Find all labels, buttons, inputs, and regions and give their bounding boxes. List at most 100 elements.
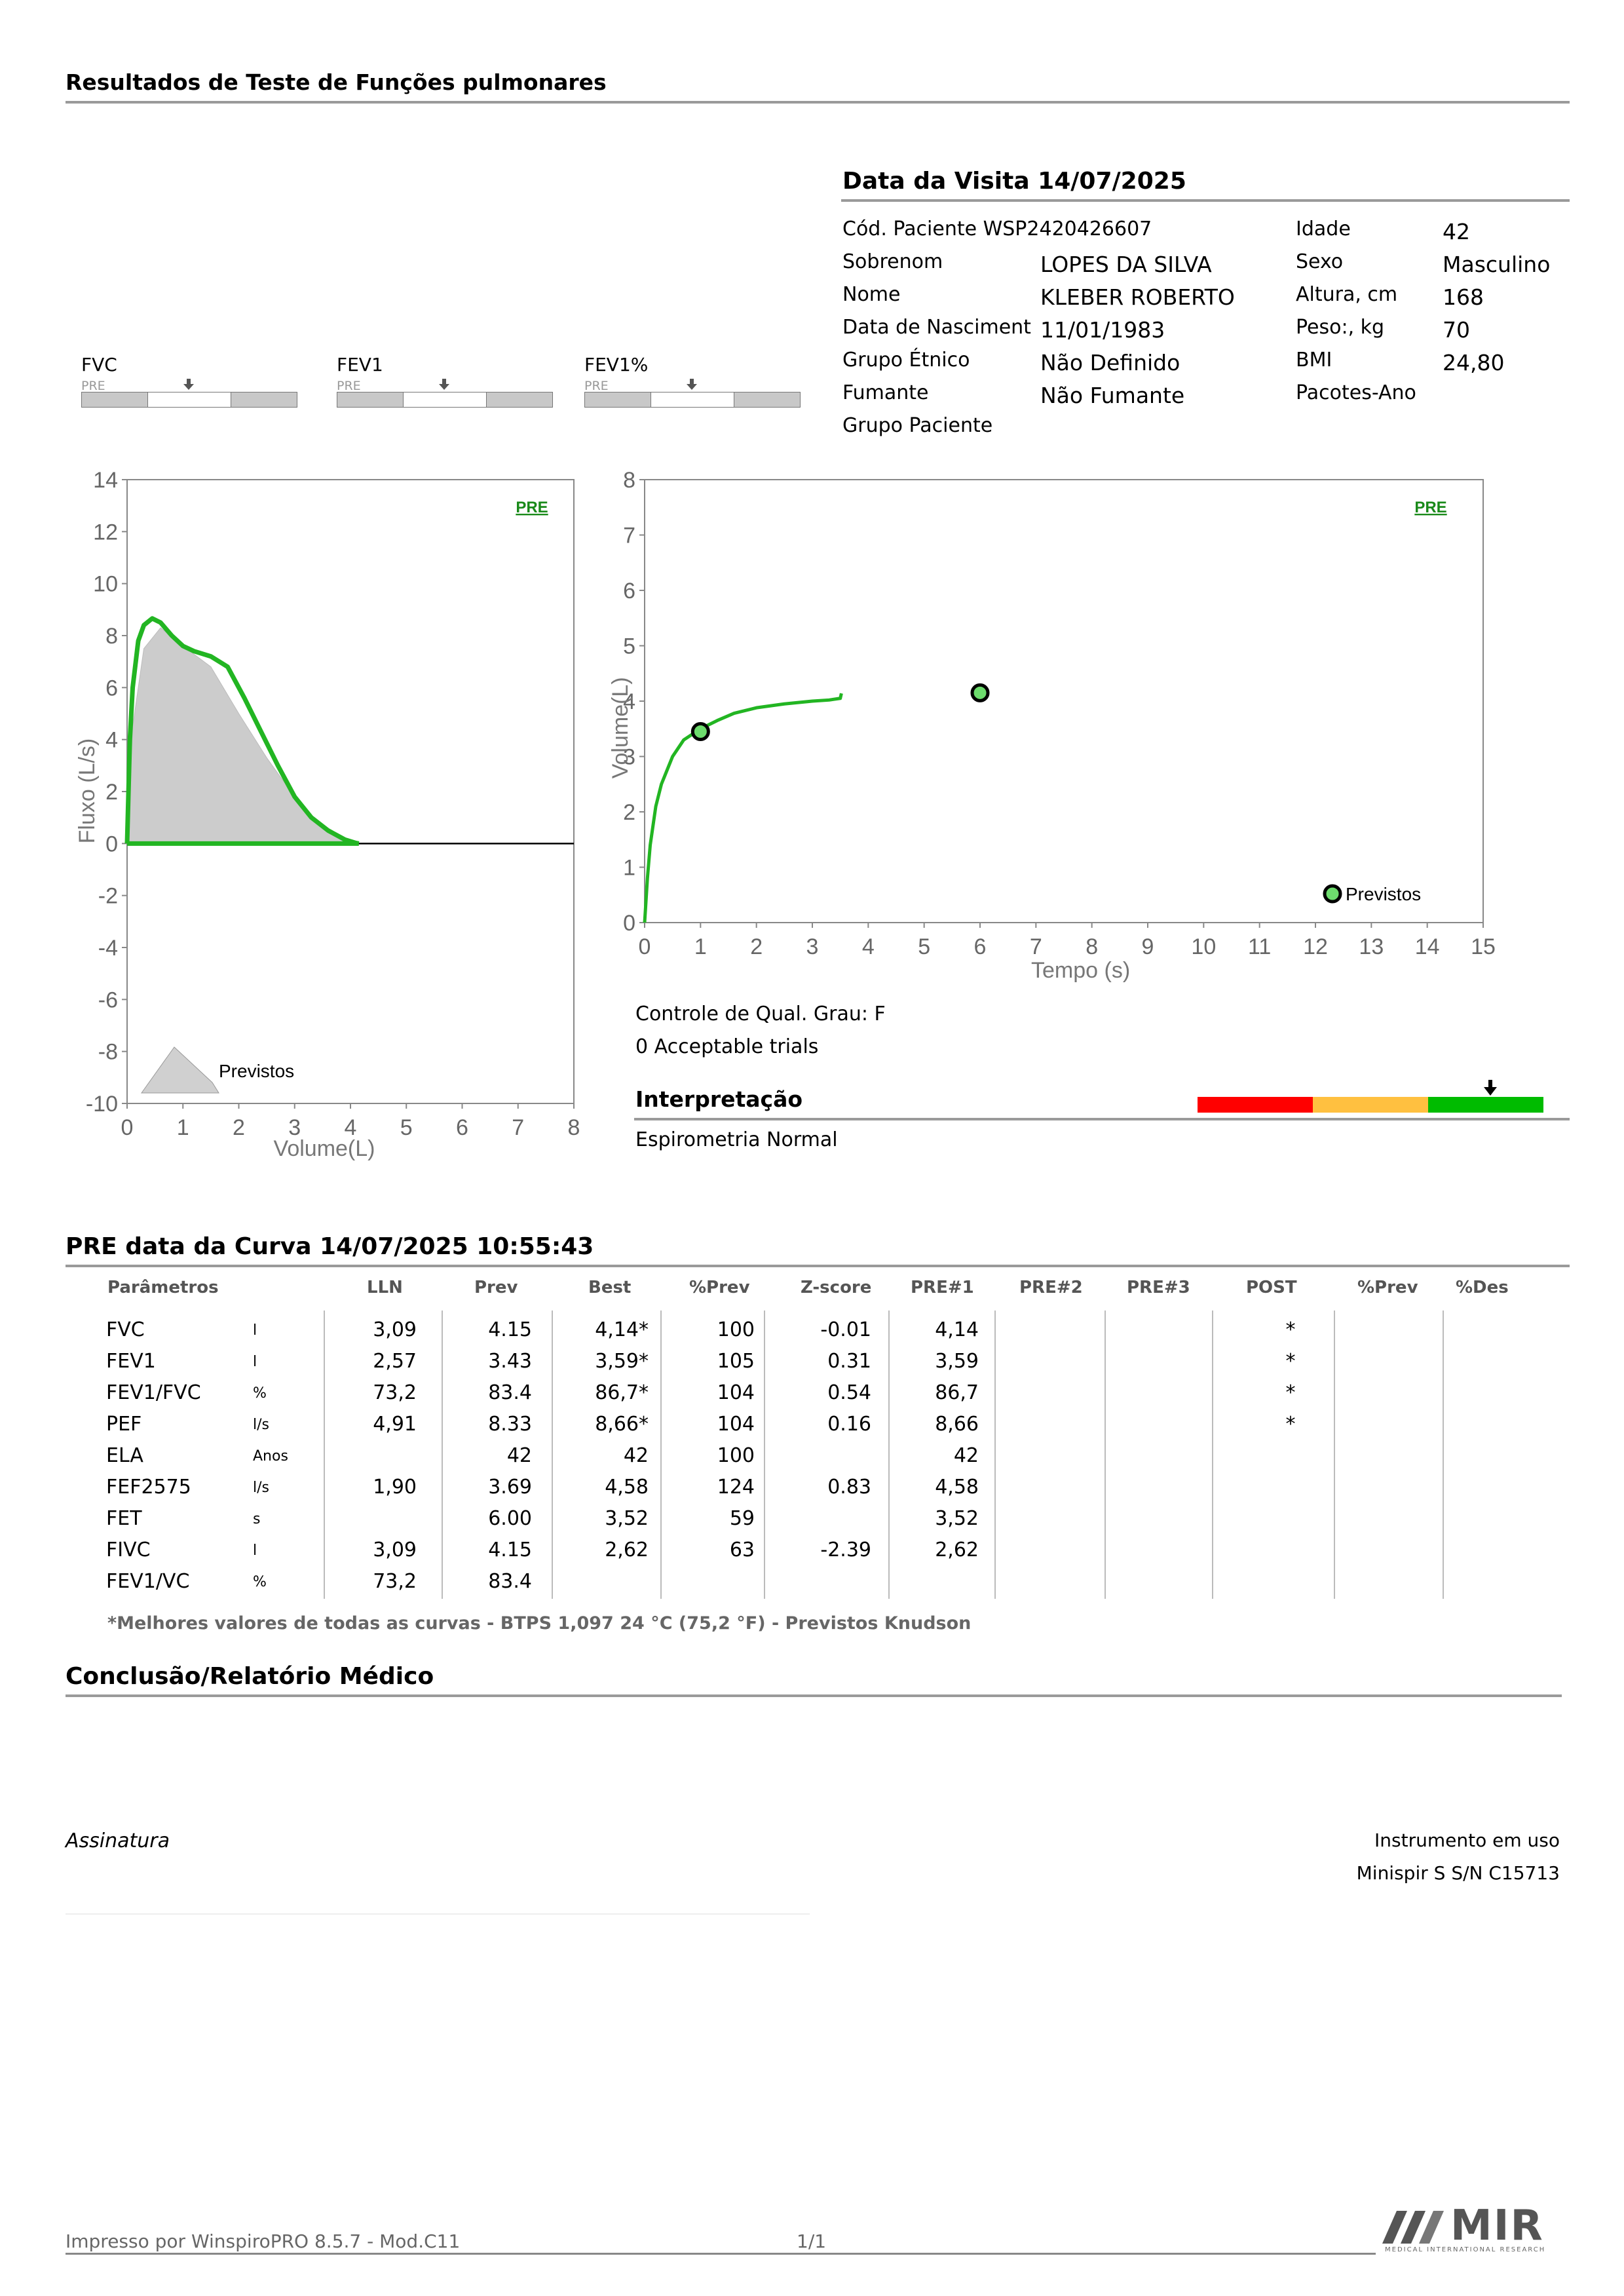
x-tick-label: 6 — [456, 1115, 468, 1140]
table-column-separator — [1334, 1311, 1335, 1599]
conclusion-title: Conclusão/Relatório Médico — [66, 1663, 434, 1690]
visit-field-label: Grupo Paciente — [842, 414, 993, 437]
y-axis-label: Fluxo (L/s) — [75, 738, 100, 844]
y-axis-label: Volume(L) — [608, 677, 633, 778]
visit-title: Data da Visita 14/07/2025 — [842, 168, 1186, 195]
table-value-cell: 1,90 — [373, 1476, 417, 1499]
header-divider — [66, 101, 1570, 104]
report-title: Resultados de Teste de Funções pulmonare… — [66, 69, 607, 95]
indicator-bar — [584, 392, 801, 408]
table-value-cell: 4,14* — [595, 1318, 649, 1341]
visit-field-value: 168 — [1443, 284, 1484, 310]
visit-field-value: LOPES DA SILVA — [1040, 252, 1212, 277]
x-tick-label: 3 — [288, 1115, 301, 1140]
table-param-unit: s — [253, 1511, 261, 1527]
y-tick-label: 5 — [623, 634, 635, 659]
table-value-cell: 100 — [717, 1318, 755, 1341]
table-value-cell: 4.15 — [488, 1539, 532, 1561]
table-value-cell: 0.54 — [827, 1381, 871, 1404]
table-value-cell: 86,7* — [595, 1381, 649, 1404]
table-post-cell: * — [1285, 1413, 1296, 1436]
x-tick-label: 15 — [1471, 934, 1496, 959]
table-header-cell: Best — [588, 1278, 632, 1297]
table-value-cell: 42 — [953, 1444, 979, 1467]
table-header-cell: PRE#1 — [911, 1278, 974, 1297]
indicator-label: FEV1% — [584, 354, 649, 375]
visit-field-label: BMI — [1296, 349, 1332, 372]
quality-grade: Controle de Qual. Grau: F — [635, 1003, 886, 1025]
table-value-cell: 105 — [717, 1350, 755, 1373]
indicator-arrow-icon — [438, 379, 451, 392]
legend-label: Previstos — [219, 1061, 294, 1081]
table-value-cell: 3.69 — [488, 1476, 532, 1499]
x-tick-label: 7 — [1030, 934, 1042, 959]
signature-label: Assinatura — [66, 1829, 170, 1852]
y-tick-label: 12 — [93, 520, 118, 545]
y-tick-label: 4 — [105, 728, 118, 753]
y-tick-label: -10 — [86, 1092, 118, 1117]
y-tick-label: 2 — [623, 800, 635, 825]
table-param-name: ELA — [106, 1444, 143, 1467]
table-column-separator — [1212, 1311, 1213, 1599]
x-tick-label: 5 — [918, 934, 930, 959]
y-tick-label: 14 — [93, 468, 118, 493]
table-value-cell: 104 — [717, 1381, 755, 1404]
x-tick-label: 10 — [1191, 934, 1216, 959]
indicator-normal-range — [403, 392, 487, 407]
visit-divider — [841, 199, 1570, 202]
x-tick-label: 4 — [345, 1115, 357, 1140]
scale-segment-green — [1428, 1097, 1543, 1113]
visit-field-label: Sobrenom — [842, 250, 943, 273]
indicator-label: FVC — [81, 354, 117, 375]
x-tick-label: 1 — [694, 934, 707, 959]
predicted-marker — [690, 721, 710, 741]
table-value-cell: 42 — [623, 1444, 649, 1467]
x-tick-label: 7 — [512, 1115, 524, 1140]
table-value-cell: 6.00 — [488, 1507, 532, 1530]
visit-field-label: Grupo Étnico — [842, 349, 970, 372]
table-param-name: FEV1/VC — [106, 1570, 190, 1593]
table-value-cell: 8,66 — [935, 1413, 979, 1436]
scale-segment-amber — [1313, 1097, 1428, 1113]
table-footnote: *Melhores valores de todas as curvas - B… — [107, 1613, 972, 1634]
table-value-cell: 4.15 — [488, 1318, 532, 1341]
visit-field-label: Peso:, kg — [1296, 316, 1385, 339]
table-column-separator — [552, 1311, 553, 1599]
printed-by: Impresso por WinspiroPRO 8.5.7 - Mod.C11 — [66, 2230, 461, 2252]
pre-tag: PRE — [516, 499, 548, 516]
y-tick-label: 6 — [623, 579, 635, 603]
y-tick-label: 0 — [105, 832, 118, 856]
table-value-cell: 0.83 — [827, 1476, 871, 1499]
indicator-normal-range — [651, 392, 734, 407]
plot-frame — [644, 479, 1484, 923]
indicator-tag: PRE — [337, 379, 361, 393]
table-value-cell: 4,91 — [373, 1413, 417, 1436]
x-tick-label: 5 — [400, 1115, 413, 1140]
x-tick-label: 11 — [1248, 934, 1271, 959]
y-tick-label: 8 — [105, 624, 118, 649]
table-value-cell: 83.4 — [488, 1381, 532, 1404]
x-tick-label: 2 — [233, 1115, 245, 1140]
table-value-cell: 86,7 — [935, 1381, 979, 1404]
scale-marker-arrow-icon — [1484, 1080, 1497, 1096]
visit-field-label: Data de Nasciment — [842, 316, 1031, 339]
table-value-cell: -0.01 — [820, 1318, 871, 1341]
table-value-cell: 124 — [717, 1476, 755, 1499]
table-header-cell: PRE#3 — [1127, 1278, 1190, 1297]
table-value-cell: 3,09 — [373, 1318, 417, 1341]
y-tick-label: 1 — [623, 856, 635, 881]
y-tick-label: 7 — [623, 524, 635, 548]
table-value-cell: 73,2 — [373, 1381, 417, 1404]
table-param-name: FEV1/FVC — [106, 1381, 201, 1404]
visit-field-value: Não Fumante — [1040, 383, 1185, 408]
y-tick-label: -6 — [98, 987, 118, 1012]
table-param-unit: % — [253, 1574, 267, 1590]
table-column-separator — [994, 1311, 996, 1599]
table-value-cell: 8,66* — [595, 1413, 649, 1436]
table-param-unit: l — [253, 1542, 257, 1559]
table-header-cell: LLN — [367, 1278, 403, 1297]
x-tick-label: 1 — [177, 1115, 189, 1140]
x-tick-label: 0 — [121, 1115, 134, 1140]
